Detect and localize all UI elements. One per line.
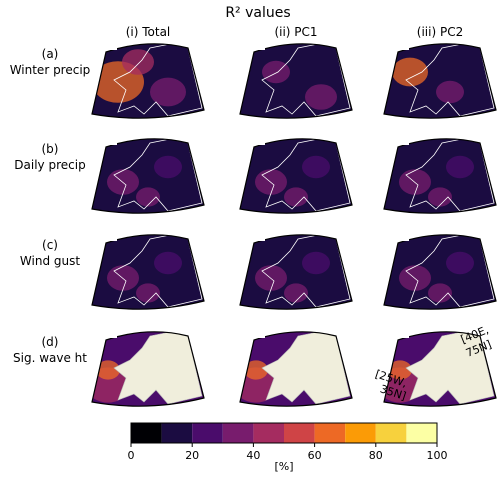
inset-marker	[402, 237, 409, 241]
intensity-patch	[284, 187, 308, 207]
colorbar-frame	[130, 422, 438, 444]
intensity-patch	[154, 251, 182, 275]
figure-title: R² values	[225, 5, 290, 21]
map-panel	[240, 43, 352, 119]
column-header: (ii) PC1	[274, 25, 317, 39]
intensity-patch	[388, 360, 412, 380]
intensity-patch	[154, 155, 182, 179]
map-background	[92, 138, 204, 214]
intensity-patch	[284, 283, 308, 303]
row-name: Daily precip	[14, 158, 85, 172]
intensity-patch	[446, 155, 474, 179]
row-label: (c)	[42, 238, 58, 252]
colorbar-bin	[222, 423, 254, 443]
map-panel	[384, 331, 496, 407]
map-border	[383, 331, 497, 407]
colorbar-label: [%]	[274, 460, 293, 473]
map-panel	[384, 138, 496, 214]
colorbar-tick-label: 60	[308, 449, 322, 462]
map-panel	[92, 43, 204, 119]
inset-marker	[110, 237, 117, 241]
map-panel	[240, 234, 352, 310]
map-border	[91, 43, 205, 119]
inset-marker	[110, 46, 117, 50]
intensity-patch	[392, 57, 428, 87]
colorbar-bin	[284, 423, 315, 443]
map-border	[239, 43, 353, 119]
intensity-patch	[136, 187, 160, 207]
intensity-patch	[150, 77, 186, 107]
map-background	[384, 138, 496, 214]
map-background	[240, 138, 352, 214]
colorbar-bin	[375, 423, 407, 443]
intensity-patch	[305, 84, 337, 110]
intensity-patch	[262, 60, 290, 84]
map-border	[91, 331, 205, 407]
intensity-patch	[436, 80, 464, 104]
colorbar-tick-label: 20	[185, 449, 199, 462]
intensity-patch	[244, 360, 268, 380]
map-panel	[92, 138, 204, 214]
colorbar-tick-label: 80	[369, 449, 383, 462]
colorbar-bin	[161, 423, 193, 443]
map-border	[239, 331, 353, 407]
row-name: Wind gust	[20, 254, 80, 268]
colorbar-bin	[192, 423, 223, 443]
map-panel	[92, 331, 204, 407]
intensity-patch	[302, 155, 330, 179]
colorbar-tick-label: 0	[128, 449, 135, 462]
map-border	[239, 138, 353, 214]
row-name: Sig. wave ht	[13, 351, 87, 365]
map-background	[384, 234, 496, 310]
map-border	[383, 43, 497, 119]
map-border	[383, 138, 497, 214]
map-panel	[384, 234, 496, 310]
inset-marker	[402, 46, 409, 50]
inset-marker	[110, 334, 117, 338]
map-border	[239, 234, 353, 310]
row-label: (d)	[42, 335, 59, 349]
inset-marker	[258, 237, 265, 241]
map-border	[91, 138, 205, 214]
intensity-patch	[136, 283, 160, 303]
intensity-patch	[428, 283, 452, 303]
colorbar-bin	[406, 423, 437, 443]
map-border	[91, 234, 205, 310]
colorbar-bin	[253, 423, 284, 443]
map-background	[92, 234, 204, 310]
intensity-patch	[96, 360, 120, 380]
colorbar-bin	[345, 423, 376, 443]
map-panel	[240, 331, 352, 407]
intensity-patch	[428, 187, 452, 207]
intensity-patch	[302, 251, 330, 275]
map-panel	[92, 234, 204, 310]
intensity-patch	[446, 251, 474, 275]
map-border	[383, 234, 497, 310]
inset-marker	[402, 141, 409, 145]
column-header: (i) Total	[126, 25, 171, 39]
map-panel	[384, 43, 496, 119]
map-background	[240, 234, 352, 310]
row-name: Winter precip	[10, 63, 91, 77]
map-background	[240, 43, 352, 119]
inset-marker	[258, 46, 265, 50]
inset-marker	[258, 141, 265, 145]
colorbar-tick-label: 40	[246, 449, 260, 462]
row-label: (a)	[42, 47, 59, 61]
map-panel	[240, 138, 352, 214]
column-header: (iii) PC2	[417, 25, 463, 39]
inset-marker	[110, 141, 117, 145]
colorbar-tick-label: 100	[427, 449, 448, 462]
colorbar-bin	[314, 423, 346, 443]
intensity-patch	[122, 49, 154, 75]
inset-marker	[402, 334, 409, 338]
colorbar-bin	[131, 423, 162, 443]
inset-marker	[258, 334, 265, 338]
row-label: (b)	[42, 142, 59, 156]
